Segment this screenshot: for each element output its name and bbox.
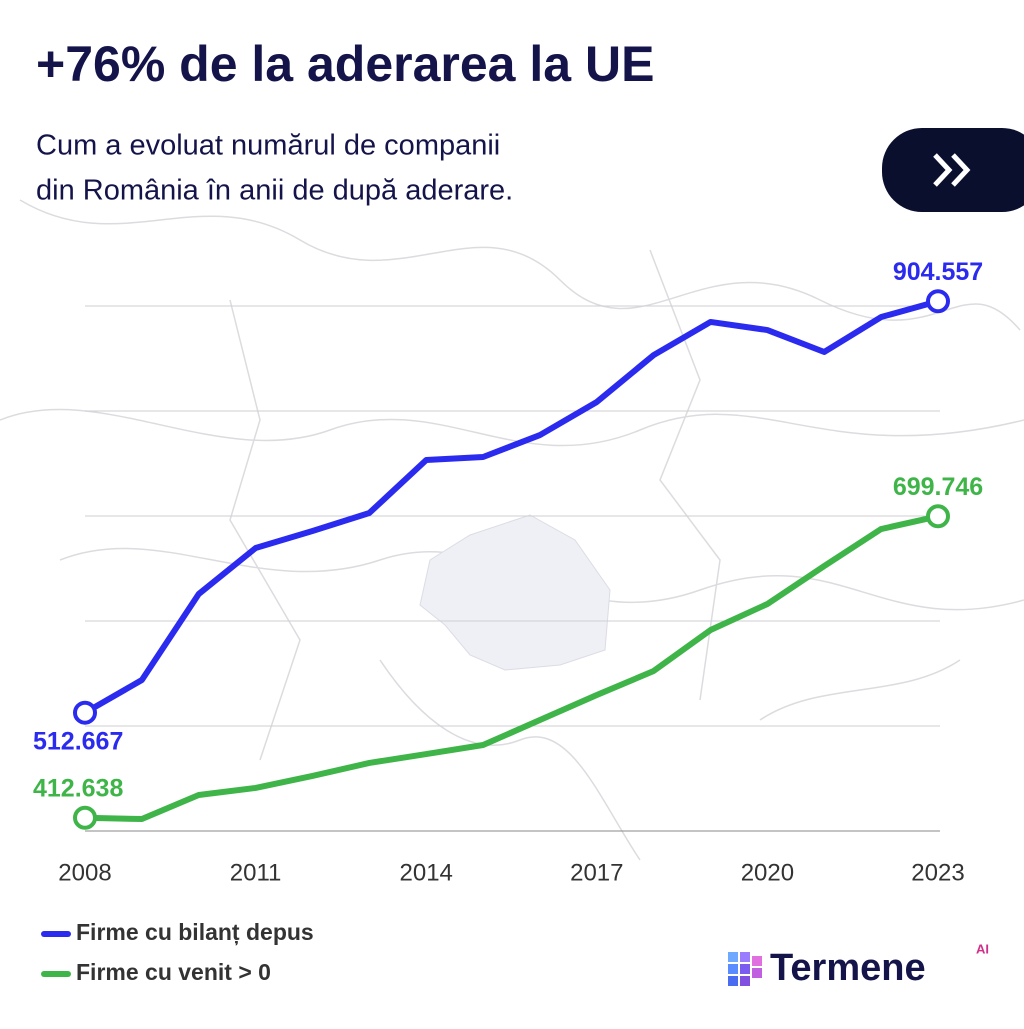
x-tick-label: 2017: [570, 859, 623, 886]
button-bg[interactable]: [882, 128, 1024, 212]
series-line: [84, 513, 939, 823]
legend-label: Firme cu venit > 0: [76, 959, 271, 985]
romania-shape: [419, 514, 611, 671]
end-point: [73, 700, 97, 725]
logo-badge: AI: [976, 941, 989, 956]
x-tick-label: 2008: [58, 859, 111, 886]
next-button[interactable]: [882, 128, 1024, 212]
x-tick-label: 2023: [911, 859, 964, 886]
data-label: 512.667: [33, 727, 123, 755]
subtitle: Cum a evoluat numărul de companii: [36, 130, 500, 162]
data-label: 904.557: [893, 258, 983, 286]
plot: 2008 2011 2014 2017 2020 2023 512.667 904.557 41…: [33, 258, 983, 887]
chevrons: [933, 153, 971, 187]
logo-icon: [728, 952, 762, 986]
x-tick-label: 2014: [400, 859, 453, 886]
x-tick-label: 2011: [230, 859, 282, 886]
end-point: [926, 289, 950, 314]
data-label: 699.746: [893, 473, 983, 501]
subtitle: din România în anii de după aderare.: [36, 175, 513, 207]
logo-text: Termene: [770, 947, 926, 989]
end-point: [926, 504, 950, 529]
end-point: [73, 805, 97, 830]
data-label: 412.638: [33, 774, 123, 802]
chart-title: +76% de la aderarea la UE: [36, 36, 654, 92]
logo: Termene AI: [728, 941, 989, 989]
series-line: [83, 298, 939, 716]
x-tick-label: 2020: [741, 859, 794, 886]
legend-label: Firme cu bilanț depus: [76, 919, 314, 946]
